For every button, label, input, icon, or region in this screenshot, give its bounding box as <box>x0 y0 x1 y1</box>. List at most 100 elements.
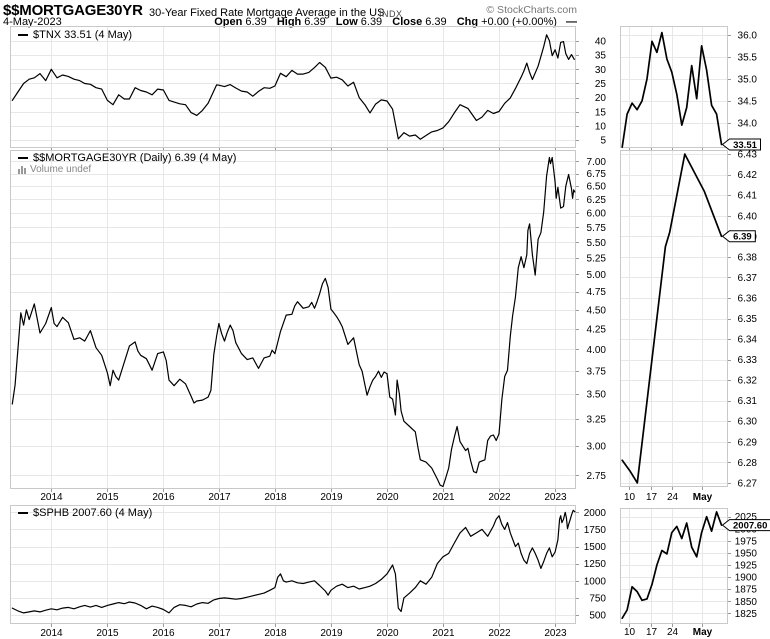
copyright-label: © StockCharts.com <box>486 4 577 16</box>
svg-text:2014: 2014 <box>40 628 63 639</box>
svg-text:17: 17 <box>646 492 658 503</box>
symbol-description: 30-Year Fixed Rate Mortgage Average in t… <box>149 7 385 19</box>
svg-text:2017: 2017 <box>208 492 231 503</box>
svg-text:500: 500 <box>589 611 606 622</box>
svg-text:6.28: 6.28 <box>738 458 758 469</box>
svg-text:2007.60: 2007.60 <box>733 520 767 531</box>
line-swatch-icon <box>18 512 28 514</box>
svg-text:1925: 1925 <box>735 561 758 572</box>
low-value: 6.39 <box>360 16 383 28</box>
svg-text:2022: 2022 <box>488 628 511 639</box>
svg-text:4.50: 4.50 <box>587 305 607 316</box>
svg-text:6.40: 6.40 <box>738 211 758 222</box>
change-label: Chg <box>456 16 479 28</box>
svg-text:4.25: 4.25 <box>587 325 607 336</box>
svg-text:2019: 2019 <box>320 628 343 639</box>
svg-text:6.35: 6.35 <box>738 314 758 325</box>
svg-text:30: 30 <box>595 65 607 76</box>
svg-text:4.75: 4.75 <box>587 287 607 298</box>
ohlc-quote-line: Open 6.39 High 6.39 Low 6.39 Close 6.39 Chg +… <box>207 16 577 28</box>
svg-text:35.0: 35.0 <box>738 74 758 85</box>
svg-text:25: 25 <box>595 79 607 90</box>
svg-text:3.00: 3.00 <box>587 442 607 453</box>
svg-text:24: 24 <box>667 492 679 503</box>
tnx-legend-label: $TNX 33.51 (4 May) <box>33 29 133 41</box>
svg-text:6.43: 6.43 <box>738 150 758 161</box>
svg-text:May: May <box>693 492 713 503</box>
svg-text:6.00: 6.00 <box>587 209 607 220</box>
svg-text:1000: 1000 <box>584 576 607 587</box>
svg-text:33.51: 33.51 <box>733 140 757 151</box>
svg-text:5.25: 5.25 <box>587 254 607 265</box>
svg-text:6.37: 6.37 <box>738 273 758 284</box>
svg-text:6.36: 6.36 <box>738 294 758 305</box>
svg-text:2015: 2015 <box>96 628 119 639</box>
line-swatch-icon <box>18 157 28 159</box>
svg-text:5: 5 <box>600 136 606 147</box>
svg-text:2021: 2021 <box>432 492 455 503</box>
open-value: 6.39 <box>245 16 267 28</box>
svg-text:24: 24 <box>667 627 679 638</box>
series-line-swatch: — <box>566 16 577 28</box>
svg-text:2015: 2015 <box>96 492 119 503</box>
svg-text:3.50: 3.50 <box>587 390 607 401</box>
line-swatch-icon <box>18 34 28 36</box>
low-label: Low <box>335 16 358 28</box>
sphb-legend-label: $SPHB 2007.60 (4 May) <box>33 507 153 519</box>
svg-text:1825: 1825 <box>735 609 758 620</box>
svg-text:2.75: 2.75 <box>587 471 607 482</box>
svg-text:2016: 2016 <box>152 628 175 639</box>
volume-bars-icon <box>18 166 26 174</box>
svg-text:6.34: 6.34 <box>738 335 758 346</box>
svg-text:6.31: 6.31 <box>738 396 758 407</box>
svg-text:2020: 2020 <box>376 628 399 639</box>
svg-text:10: 10 <box>624 492 636 503</box>
svg-text:7.00: 7.00 <box>587 157 607 168</box>
svg-text:1750: 1750 <box>584 525 607 536</box>
svg-text:6.41: 6.41 <box>738 191 758 202</box>
svg-text:5.75: 5.75 <box>587 223 607 234</box>
sphb-legend: $SPHB 2007.60 (4 May) <box>18 507 152 519</box>
svg-text:3.75: 3.75 <box>587 367 607 378</box>
svg-text:6.32: 6.32 <box>738 376 758 387</box>
svg-text:10: 10 <box>624 627 636 638</box>
high-label: High <box>276 16 302 28</box>
svg-text:5.50: 5.50 <box>587 238 607 249</box>
close-label: Close <box>392 16 423 28</box>
svg-text:35: 35 <box>595 51 607 62</box>
svg-text:34.5: 34.5 <box>738 96 758 107</box>
svg-text:6.75: 6.75 <box>587 169 607 180</box>
exchange-label: INDX <box>379 9 403 19</box>
svg-text:2018: 2018 <box>264 492 287 503</box>
svg-text:1975: 1975 <box>735 536 758 547</box>
svg-text:6.50: 6.50 <box>587 182 607 193</box>
svg-text:1950: 1950 <box>735 549 758 560</box>
svg-text:2014: 2014 <box>40 492 63 503</box>
svg-text:35.5: 35.5 <box>738 52 758 63</box>
svg-text:6.30: 6.30 <box>738 417 758 428</box>
svg-text:40: 40 <box>595 37 607 48</box>
svg-text:3.25: 3.25 <box>587 415 607 426</box>
volume-legend: Volume undef <box>18 164 91 175</box>
svg-text:2020: 2020 <box>376 492 399 503</box>
mortgage-legend: $$MORTGAGE30YR (Daily) 6.39 (4 May) <box>18 152 236 164</box>
svg-text:2023: 2023 <box>544 492 567 503</box>
mortgage-legend-label: $$MORTGAGE30YR (Daily) 6.39 (4 May) <box>33 152 237 164</box>
svg-text:5.00: 5.00 <box>587 270 607 281</box>
svg-text:34.0: 34.0 <box>738 118 758 129</box>
svg-text:6.38: 6.38 <box>738 252 758 263</box>
change-value: +0.00 (+0.00%) <box>481 16 557 28</box>
svg-text:2000: 2000 <box>584 508 607 519</box>
svg-text:2019: 2019 <box>320 492 343 503</box>
svg-text:1850: 1850 <box>735 597 758 608</box>
open-label: Open <box>214 16 243 28</box>
svg-text:6.29: 6.29 <box>738 437 758 448</box>
svg-text:10: 10 <box>595 121 607 132</box>
high-value: 6.39 <box>304 16 326 28</box>
svg-text:6.27: 6.27 <box>738 478 758 489</box>
svg-text:6.42: 6.42 <box>738 170 758 181</box>
svg-text:2018: 2018 <box>264 628 287 639</box>
svg-text:20: 20 <box>595 93 607 104</box>
tnx-legend: $TNX 33.51 (4 May) <box>18 29 132 41</box>
svg-text:1250: 1250 <box>584 559 607 570</box>
